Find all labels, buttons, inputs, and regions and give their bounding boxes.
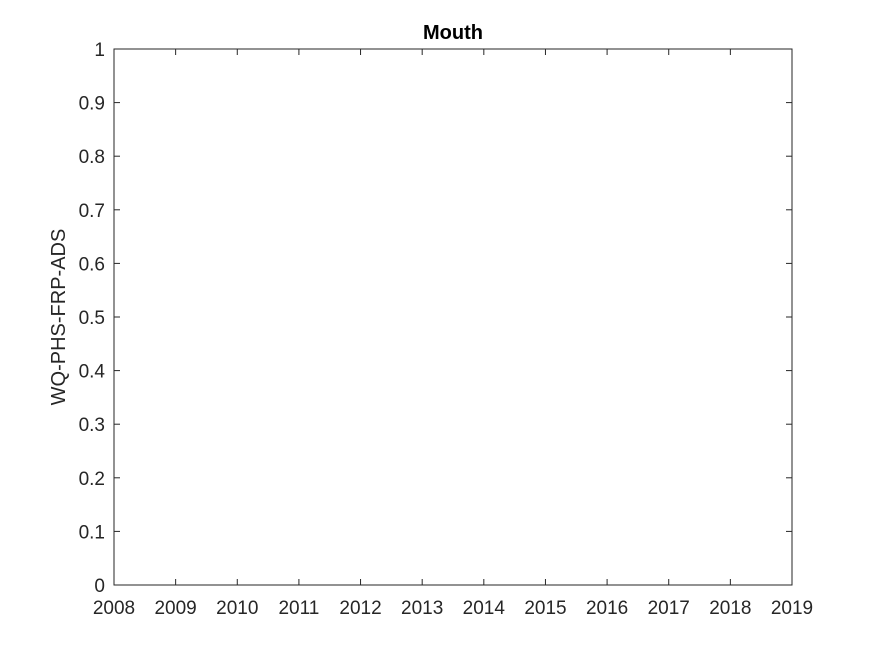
y-tick-label: 0.3	[79, 415, 105, 436]
axes-box	[113, 48, 793, 586]
x-tick-label: 2019	[771, 598, 813, 619]
x-tick-label: 2014	[463, 598, 506, 619]
y-tick-label: 0.4	[79, 362, 106, 383]
y-tick-label: 0.9	[79, 94, 105, 115]
x-tick-label: 2011	[278, 598, 319, 619]
x-tick-label: 2009	[154, 598, 196, 619]
y-tick-label: 0.1	[79, 522, 105, 543]
y-axis-label: WQ-PHS-FRP-ADS	[48, 229, 70, 406]
y-tick-label: 0.5	[79, 308, 105, 329]
x-tick-label: 2018	[709, 598, 751, 619]
y-tick-label: 0.6	[79, 254, 105, 275]
y-axis-ticks: 0 0.1 0.2 0.3 0.4 0.5 0.6 0.7 0.8 0.9 1	[79, 40, 792, 597]
chart-title: Mouth	[423, 22, 483, 44]
x-tick-label: 2016	[586, 598, 628, 619]
y-tick-label: 1	[94, 40, 105, 61]
x-tick-label: 2013	[401, 598, 443, 619]
y-tick-label: 0.8	[79, 147, 105, 168]
plot-area	[114, 49, 792, 585]
x-tick-label: 2015	[524, 598, 566, 619]
y-tick-label: 0	[94, 576, 105, 597]
x-tick-label: 2010	[216, 598, 258, 619]
y-tick-label: 0.2	[79, 469, 105, 490]
x-tick-label: 2008	[93, 598, 135, 619]
x-tick-label: 2012	[339, 598, 381, 619]
x-tick-label: 2017	[648, 598, 690, 619]
y-tick-label: 0.7	[79, 201, 105, 222]
x-axis-ticks: 2008 2009 2010 2011 2012 2013 2014 2015 2016 2017…	[93, 49, 813, 619]
